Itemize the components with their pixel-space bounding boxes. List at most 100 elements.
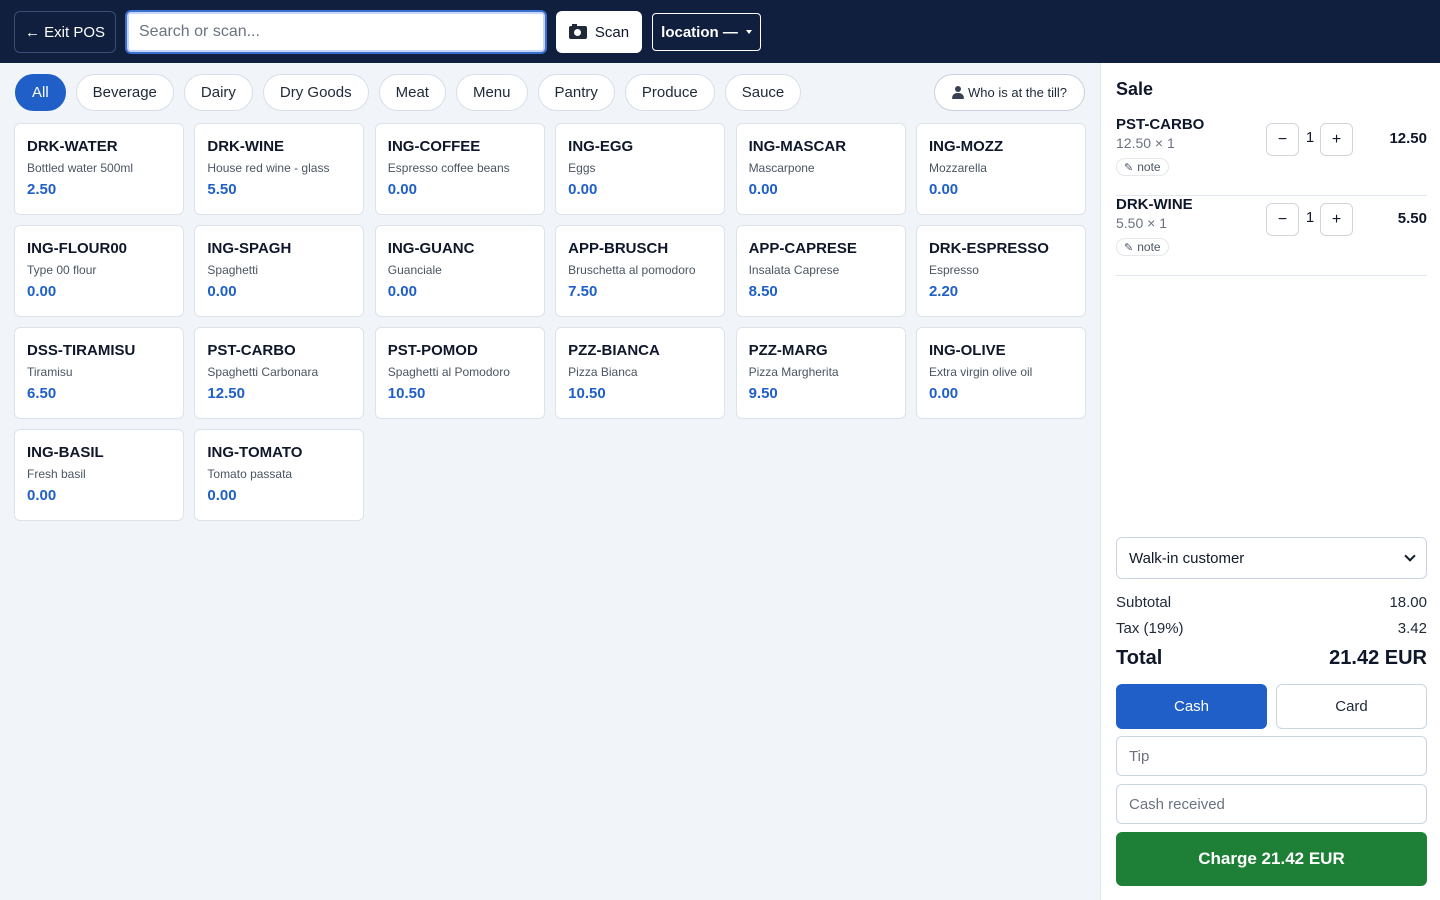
line-detail: 5.50 × 1 — [1116, 215, 1167, 231]
product-card[interactable]: ING-SPAGH Spaghetti 0.00 — [194, 225, 365, 317]
quantity-decrease-button[interactable]: − — [1266, 203, 1299, 236]
product-price: 0.00 — [568, 181, 598, 198]
product-name: Guanciale — [387, 263, 442, 277]
category-filters: All Beverage Dairy Dry Goods Meat Menu P… — [15, 74, 802, 111]
tip-input[interactable] — [1116, 736, 1427, 776]
total-value: 21.42 EUR — [1329, 647, 1427, 669]
product-name: Pizza Margherita — [748, 365, 839, 379]
product-card[interactable]: PZZ-BIANCA Pizza Bianca 10.50 — [555, 327, 726, 419]
customer-value: Walk-in customer — [1129, 549, 1245, 567]
product-name: Spaghetti al Pomodoro — [387, 365, 510, 379]
quantity-increase-button[interactable]: + — [1320, 203, 1353, 236]
cash-received-input[interactable] — [1116, 784, 1427, 824]
quantity-value: 1 — [1305, 129, 1315, 146]
product-price: 6.50 — [27, 385, 57, 402]
charge-button[interactable]: Charge 21.42 EUR — [1116, 832, 1427, 886]
subtotal-label: Subtotal — [1116, 594, 1172, 611]
product-name: Extra virgin olive oil — [928, 365, 1033, 379]
product-card[interactable]: PST-POMOD Spaghetti al Pomodoro 10.50 — [374, 327, 545, 419]
product-name: Pizza Bianca — [568, 365, 638, 379]
product-card[interactable]: ING-MOZZ Mozzarella 0.00 — [915, 123, 1086, 215]
line-detail: 12.50 × 1 — [1116, 135, 1175, 151]
scan-button[interactable]: Scan — [556, 11, 642, 53]
product-card[interactable]: DRK-WINE House red wine - glass 5.50 — [194, 123, 365, 215]
category-chip-dairy[interactable]: Dairy — [183, 74, 253, 111]
note-label: note — [1137, 240, 1161, 254]
product-sku: ING-EGG — [568, 138, 634, 155]
product-price: 2.20 — [928, 283, 959, 300]
who-at-till-button[interactable]: Who is at the till? — [934, 74, 1085, 111]
product-card[interactable]: PST-CARBO Spaghetti Carbonara 12.50 — [194, 327, 365, 419]
product-name: Bottled water 500ml — [27, 161, 134, 175]
product-sku: ING-COFFEE — [387, 138, 481, 155]
product-card[interactable]: ING-MASCAR Mascarpone 0.00 — [735, 123, 906, 215]
search-input[interactable] — [125, 10, 547, 54]
category-chip-beverage[interactable]: Beverage — [75, 74, 174, 111]
product-name: Spaghetti Carbonara — [207, 365, 319, 379]
sale-line-item: DRK-WINE 5.50 × 1 ✎ note − 1 + 5.50 — [1116, 196, 1427, 276]
product-sku: DSS-TIRAMISU — [27, 342, 136, 359]
product-sku: ING-MOZZ — [928, 138, 1004, 155]
product-price: 9.50 — [748, 385, 778, 402]
customer-select[interactable]: Walk-in customer — [1116, 537, 1427, 579]
product-card[interactable]: ING-FLOUR00 Type 00 flour 0.00 — [14, 225, 184, 317]
product-sku: ING-BASIL — [27, 444, 104, 461]
product-price: 8.50 — [748, 283, 778, 300]
note-button[interactable]: ✎ note — [1116, 238, 1169, 256]
product-card[interactable]: ING-BASIL Fresh basil 0.00 — [14, 429, 184, 521]
product-name: Mozzarella — [928, 161, 987, 175]
line-sku: PST-CARBO — [1116, 116, 1205, 133]
product-card[interactable]: APP-BRUSCH Bruschetta al pomodoro 7.50 — [555, 225, 726, 317]
product-card[interactable]: ING-OLIVE Extra virgin olive oil 0.00 — [915, 327, 1086, 419]
location-label: location — — [661, 23, 738, 41]
product-card[interactable]: DSS-TIRAMISU Tiramisu 6.50 — [14, 327, 184, 419]
product-card[interactable]: ING-COFFEE Espresso coffee beans 0.00 — [374, 123, 545, 215]
card-button[interactable]: Card — [1276, 684, 1427, 729]
product-card[interactable]: DRK-ESPRESSO Espresso 2.20 — [915, 225, 1086, 317]
product-price: 0.00 — [928, 385, 959, 402]
product-card[interactable]: DRK-WATER Bottled water 500ml 2.50 — [14, 123, 184, 215]
product-sku: ING-TOMATO — [207, 444, 303, 461]
total-label: Total — [1116, 647, 1163, 669]
product-name: Bruschetta al pomodoro — [568, 263, 696, 277]
person-icon — [952, 86, 964, 99]
pencil-icon: ✎ — [1124, 161, 1134, 174]
product-price: 0.00 — [387, 283, 417, 300]
cash-button[interactable]: Cash — [1116, 684, 1267, 729]
category-chip-menu[interactable]: Menu — [455, 74, 528, 111]
category-chip-produce[interactable]: Produce — [624, 74, 715, 111]
product-card[interactable]: ING-EGG Eggs 0.00 — [555, 123, 726, 215]
note-label: note — [1137, 160, 1161, 174]
exit-pos-button[interactable]: ← Exit POS — [14, 11, 116, 53]
quantity-decrease-button[interactable]: − — [1266, 123, 1299, 156]
location-dropdown[interactable]: location — — [652, 13, 761, 51]
product-sku: ING-FLOUR00 — [27, 240, 128, 257]
category-chip-pantry[interactable]: Pantry — [537, 74, 615, 111]
product-sku: APP-CAPRESE — [748, 240, 857, 257]
product-card[interactable]: PZZ-MARG Pizza Margherita 9.50 — [735, 327, 906, 419]
caret-down-icon — [745, 30, 752, 34]
product-name: Espresso coffee beans — [387, 161, 510, 175]
category-chip-all[interactable]: All — [15, 74, 66, 111]
category-chip-dry-goods[interactable]: Dry Goods — [262, 74, 369, 111]
product-price: 0.00 — [928, 181, 959, 198]
subtotal-row: Subtotal 18.00 — [1116, 594, 1427, 611]
subtotal-value: 18.00 — [1389, 594, 1427, 611]
product-card[interactable]: APP-CAPRESE Insalata Caprese 8.50 — [735, 225, 906, 317]
category-chip-meat[interactable]: Meat — [378, 74, 446, 111]
product-price: 0.00 — [207, 487, 237, 504]
product-card[interactable]: ING-GUANC Guanciale 0.00 — [374, 225, 545, 317]
note-button[interactable]: ✎ note — [1116, 158, 1169, 176]
quantity-increase-button[interactable]: + — [1320, 123, 1353, 156]
product-name: Fresh basil — [27, 467, 86, 481]
product-sku: DRK-WINE — [207, 138, 285, 155]
product-price: 0.00 — [27, 283, 57, 300]
product-grid: DRK-WATER Bottled water 500ml 2.50 DRK-WIN… — [14, 123, 1086, 521]
category-chip-sauce[interactable]: Sauce — [724, 74, 802, 111]
product-name: Eggs — [568, 161, 596, 175]
product-card[interactable]: ING-TOMATO Tomato passata 0.00 — [194, 429, 365, 521]
product-sku: APP-BRUSCH — [568, 240, 669, 257]
total-row: Total 21.42 EUR — [1116, 647, 1427, 670]
product-sku: DRK-WATER — [27, 138, 118, 155]
line-total: 12.50 — [1389, 130, 1427, 147]
